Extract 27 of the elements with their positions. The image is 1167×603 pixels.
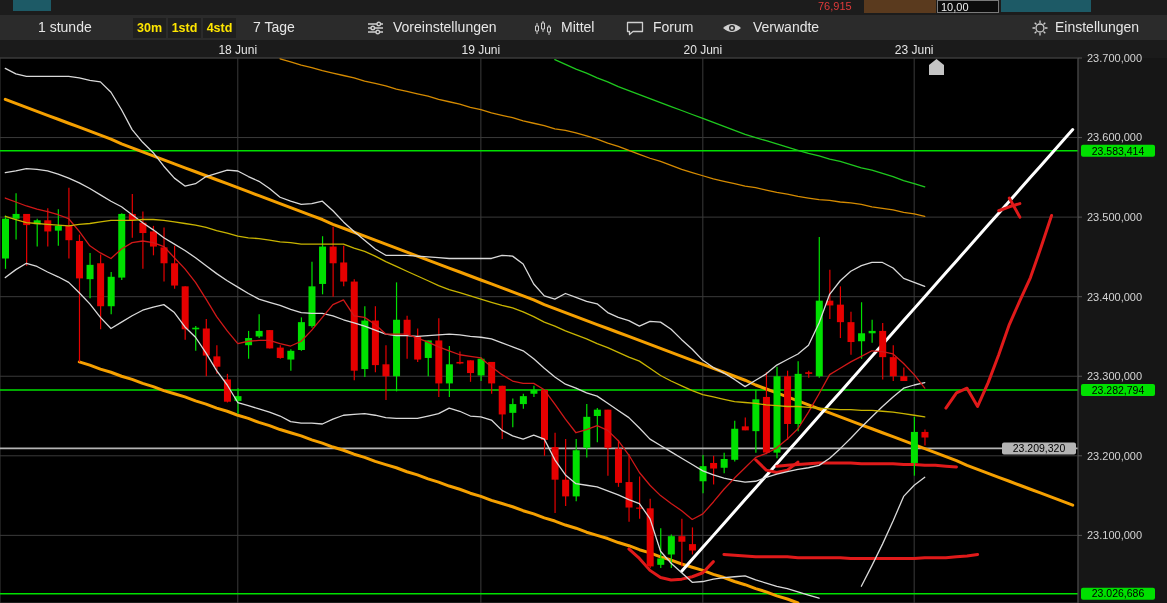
text: 30m <box>133 18 166 38</box>
y-tick-label: 23.100,000 <box>1087 529 1143 542</box>
text: Mittel <box>561 19 595 36</box>
text: 7 Tage <box>253 19 295 36</box>
ref-line-label: 23.209,320 <box>1012 442 1066 455</box>
ref-line-label: 23.282,794 <box>1091 383 1145 396</box>
ref-line-label: 23.026,686 <box>1091 587 1145 600</box>
y-tick-label: 23.200,000 <box>1087 449 1143 462</box>
text: Forum <box>653 19 694 36</box>
y-tick-label: 23.600,000 <box>1087 131 1143 144</box>
value-box: 10,00 <box>937 0 999 13</box>
y-tick-label: 23.400,000 <box>1087 290 1143 303</box>
text: 76,915 <box>818 0 852 13</box>
text: 1std <box>168 18 201 38</box>
text: 1 stunde <box>38 19 92 36</box>
text: Verwandte <box>753 19 820 36</box>
ref-line-label: 23.583,414 <box>1091 144 1145 157</box>
text: Einstellungen <box>1055 19 1140 36</box>
text: Voreinstellungen <box>393 19 497 36</box>
y-tick-label: 23.300,000 <box>1087 370 1143 383</box>
x-tick-label: 20 Juni <box>683 43 723 57</box>
text: 4std <box>203 18 236 38</box>
y-tick-label: 23.700,000 <box>1087 51 1143 64</box>
x-tick-label: 18 Juni <box>218 43 258 57</box>
y-tick-label: 23.500,000 <box>1087 211 1143 224</box>
x-tick-label: 19 Juni <box>461 43 501 57</box>
x-tick-label: 23 Juni <box>894 43 934 57</box>
